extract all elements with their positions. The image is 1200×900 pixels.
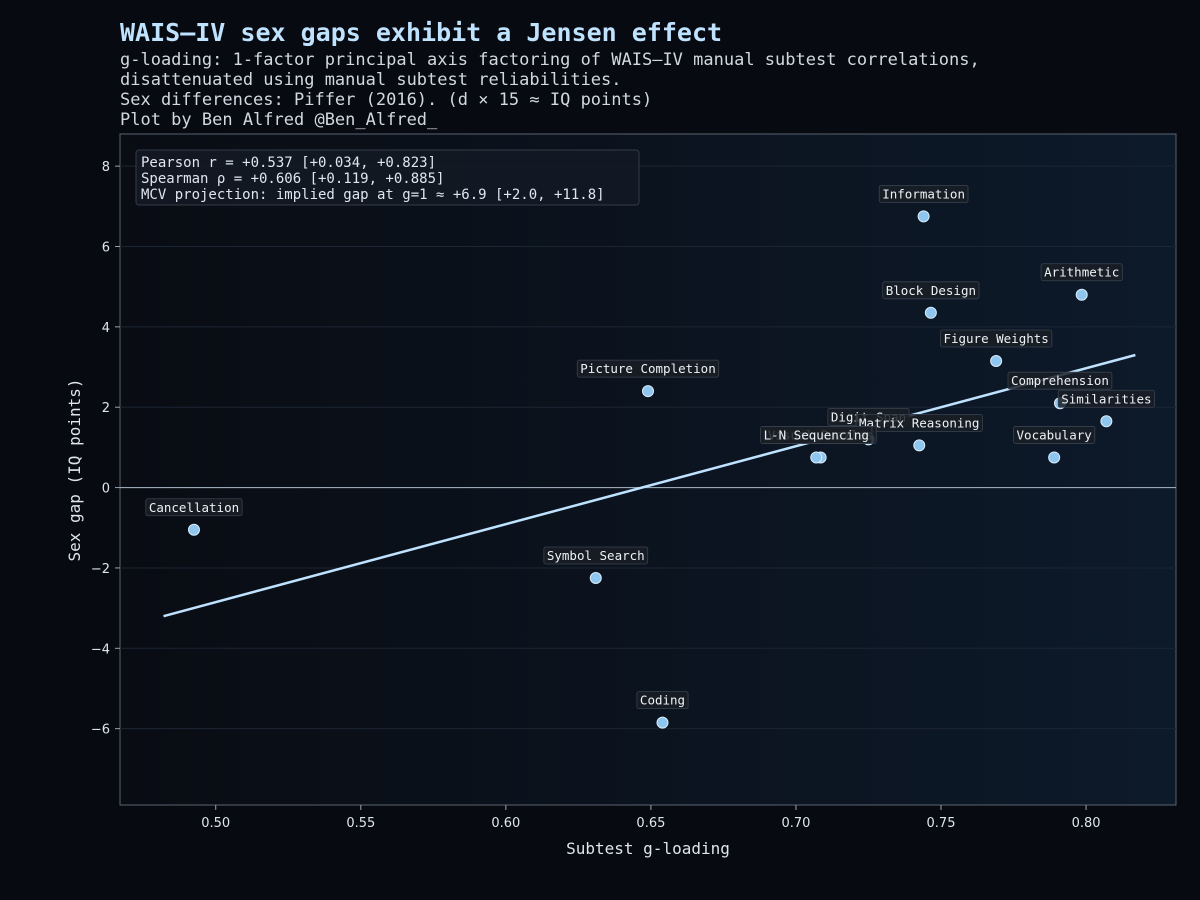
point-label: Arithmetic xyxy=(1040,263,1123,282)
point-label-text: Vocabulary xyxy=(1017,427,1093,442)
stats-box: Pearson r = +0.537 [+0.034, +0.823] Spea… xyxy=(135,149,640,206)
data-point xyxy=(187,523,200,536)
y-tick-label: −2 xyxy=(91,562,110,577)
y-tick-label: 4 xyxy=(102,321,110,336)
point-label: Information xyxy=(878,184,969,203)
point-label-text: Information xyxy=(882,186,965,201)
x-axis-label: Subtest g-loading xyxy=(566,839,730,858)
data-point xyxy=(917,210,930,223)
point-label-text: L-N Sequencing xyxy=(764,427,869,442)
point-label: Similarities xyxy=(1057,389,1155,408)
y-tick-label: 6 xyxy=(102,241,110,256)
x-tick-label: 0.80 xyxy=(1072,816,1101,831)
data-point xyxy=(642,385,654,398)
point-label-text: Symbol Search xyxy=(547,548,645,563)
x-tick-label: 0.50 xyxy=(201,816,230,831)
point-label-text: Coding xyxy=(640,693,685,708)
point-label-text: Matrix Reasoning xyxy=(859,415,979,430)
subtitle-line: disattenuated using manual subtest relia… xyxy=(120,70,622,90)
point-label: Matrix Reasoning xyxy=(855,413,983,432)
point-label-box xyxy=(1057,389,1155,408)
point-label-box xyxy=(543,546,649,565)
x-tick-label: 0.70 xyxy=(781,816,810,831)
data-point xyxy=(1075,288,1088,301)
point-label-box xyxy=(882,281,980,300)
point-label-text: Similarities xyxy=(1061,391,1151,406)
data-point xyxy=(810,451,823,464)
chart-title: WAIS–IV sex gaps exhibit a Jensen effect xyxy=(120,18,723,47)
point-label-box xyxy=(940,329,1053,348)
point-label-text: Cancellation xyxy=(149,500,239,515)
x-axis-ticks: 0.50 0.55 0.60 0.65 0.70 0.75 0.80 xyxy=(201,805,1101,831)
point-label: Comprehension xyxy=(1007,371,1113,390)
x-tick-label: 0.75 xyxy=(927,816,956,831)
point-label-text: Comprehension xyxy=(1011,373,1109,388)
regression-group xyxy=(163,353,1136,618)
point-label: Symbol Search xyxy=(543,546,649,565)
point-label: Vocabulary xyxy=(1013,426,1096,444)
point-label-box xyxy=(1040,263,1123,282)
stats-pearson: Pearson r = +0.537 [+0.034, +0.823] xyxy=(141,155,436,171)
point-label-text: Block Design xyxy=(886,283,976,298)
point-label-text: Figure Weights xyxy=(943,331,1048,346)
point-label-box xyxy=(145,498,243,517)
point-label-box xyxy=(576,359,720,378)
stats-mcv: MCV projection: implied gap at g=1 ≈ +6.… xyxy=(141,187,605,203)
point-label-box xyxy=(760,426,873,444)
point-label: Cancellation xyxy=(145,498,243,517)
data-point xyxy=(924,306,937,319)
point-label-box xyxy=(1007,371,1113,390)
y-tick-label: 8 xyxy=(102,160,110,175)
point-label-text: Arithmetic xyxy=(1044,265,1119,280)
point-labels: Information Arithmetic Block Design Figure … xyxy=(145,184,1155,710)
data-point xyxy=(1048,451,1061,464)
data-point xyxy=(589,571,602,584)
point-label-text: Picture Completion xyxy=(580,361,715,376)
x-tick-label: 0.60 xyxy=(491,816,520,831)
x-tick-label: 0.55 xyxy=(346,816,375,831)
y-axis-ticks: −6 −4 −2 0 2 4 6 8 xyxy=(91,160,120,738)
point-label-box xyxy=(1013,426,1096,444)
subtitle-line: Sex differences: Piffer (2016). (d × 15 … xyxy=(120,90,653,110)
data-point xyxy=(913,439,926,452)
subtitle-line: g-loading: 1-factor principal axis facto… xyxy=(120,50,980,70)
subtitle-line: Plot by Ben Alfred @Ben_Alfred_ xyxy=(120,110,438,130)
point-label-box xyxy=(878,184,969,203)
chart-subtitle: g-loading: 1-factor principal axis facto… xyxy=(120,50,980,130)
stats-spearman: Spearman ρ = +0.606 [+0.119, +0.885] xyxy=(141,171,444,187)
x-tick-label: 0.65 xyxy=(636,816,665,831)
data-point xyxy=(656,716,669,729)
y-tick-label: 0 xyxy=(102,482,110,497)
point-label: Block Design xyxy=(882,281,980,300)
point-label-box xyxy=(855,413,983,432)
y-tick-label: −6 xyxy=(91,723,110,738)
y-tick-label: −4 xyxy=(91,642,110,657)
y-tick-label: 2 xyxy=(102,401,110,416)
point-label: Figure Weights xyxy=(940,329,1053,348)
point-label: Picture Completion xyxy=(576,359,720,378)
point-label-box xyxy=(636,691,689,710)
regression-line xyxy=(163,353,1136,618)
y-axis-label: Sex gap (IQ points) xyxy=(65,378,84,561)
data-point xyxy=(990,355,1003,368)
data-point xyxy=(1100,415,1113,428)
point-label: L-N Sequencing xyxy=(760,426,873,444)
point-label: Coding xyxy=(636,691,689,710)
